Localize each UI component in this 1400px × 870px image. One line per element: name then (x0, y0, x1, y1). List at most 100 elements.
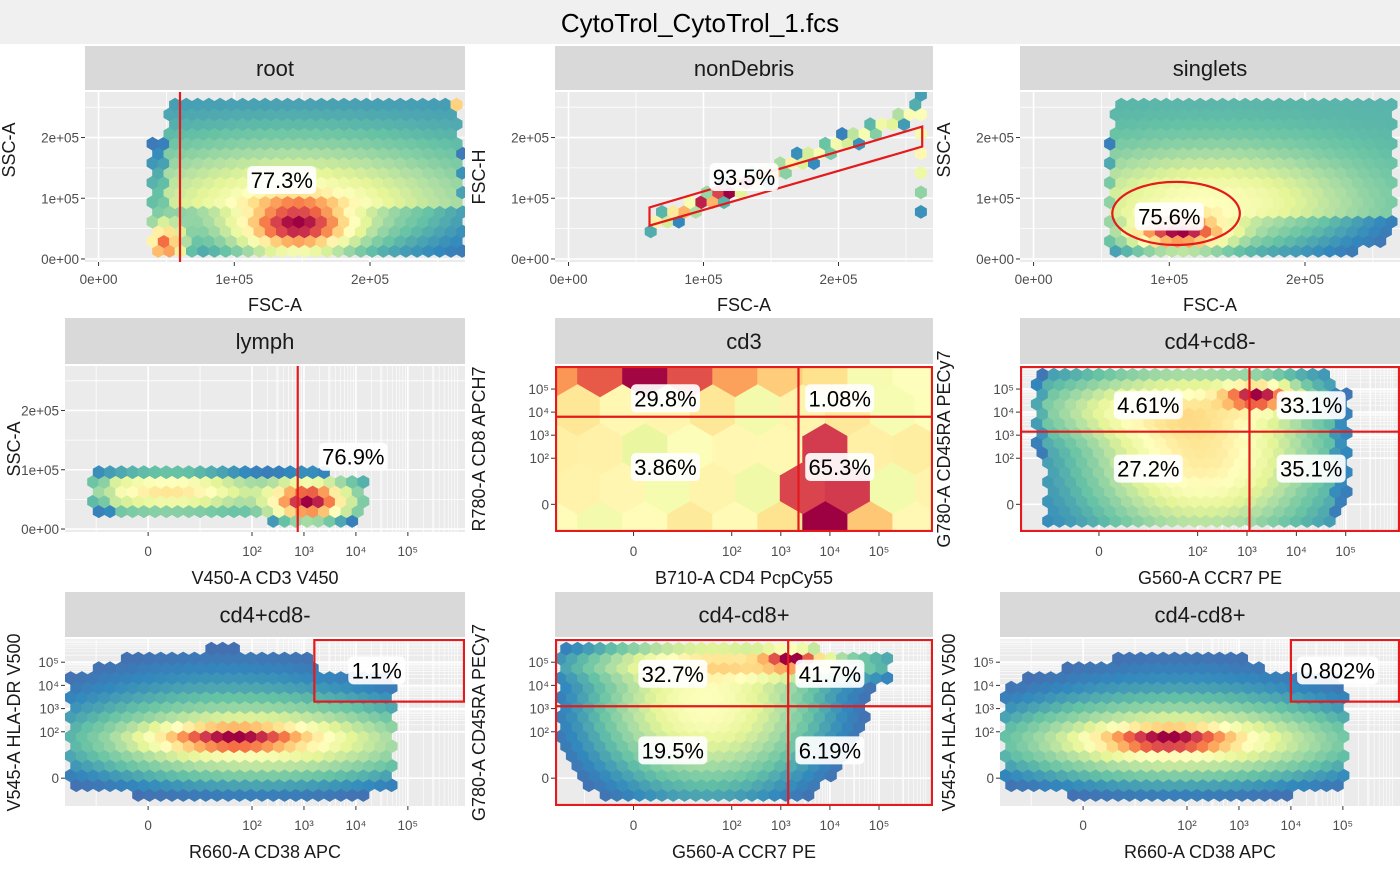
density-bin (1112, 671, 1125, 685)
x-tick-label: 10⁴ (819, 544, 840, 559)
density-bin (1117, 739, 1130, 754)
density-bin (1123, 729, 1136, 744)
density-bin (309, 107, 322, 122)
strip-label: cd4+cd8- (1164, 329, 1255, 354)
density-bin (211, 494, 223, 509)
density-bin (323, 494, 336, 509)
density-bin (1149, 136, 1162, 151)
density-bin (706, 778, 719, 793)
density-bin (1109, 146, 1122, 161)
density-bin (1115, 426, 1128, 441)
density-bin (1301, 127, 1314, 141)
density-bin (650, 641, 663, 656)
density-bin (343, 127, 356, 141)
density-bin (270, 136, 283, 151)
density-bin (1261, 367, 1274, 382)
density-bin (292, 234, 305, 249)
density-bin (1064, 377, 1077, 392)
density-bin (1109, 494, 1122, 509)
y-tick-label: 0e+00 (976, 252, 1014, 267)
density-bin (132, 749, 145, 763)
density-bin (796, 719, 809, 734)
density-bin (571, 758, 584, 773)
density-bin (1256, 107, 1268, 122)
density-bin (1188, 377, 1201, 392)
density-bin (1269, 710, 1282, 724)
density-bin (197, 205, 210, 219)
density-bin (1121, 416, 1133, 431)
density-bin (1095, 680, 1108, 695)
density-bin (309, 146, 322, 161)
density-bin (774, 661, 787, 676)
density-bin (1306, 97, 1319, 112)
density-bin (1334, 436, 1347, 450)
density-bin (1289, 127, 1302, 141)
density-bin (75, 671, 88, 685)
density-bin (1081, 426, 1094, 441)
density-bin (1329, 426, 1342, 441)
density-bin (1258, 710, 1271, 724)
density-bin (104, 661, 116, 676)
density-bin (1250, 117, 1263, 132)
density-bin (1211, 244, 1223, 258)
density-bin (594, 739, 606, 754)
density-bin (428, 214, 440, 229)
density-bin (242, 224, 255, 239)
density-bin (278, 494, 291, 509)
density-bin (98, 768, 111, 783)
density-bin (1323, 514, 1336, 528)
density-bin (1334, 205, 1347, 219)
label-text: 35.1% (1280, 457, 1342, 482)
density-bin (186, 205, 198, 219)
density-bin (1185, 680, 1198, 695)
density-bin (92, 484, 105, 499)
density-bin (295, 758, 308, 773)
density-bin (1149, 504, 1162, 519)
density-bin (1205, 406, 1218, 421)
density-bin (1061, 700, 1074, 715)
density-bin (1351, 117, 1364, 132)
gate (555, 639, 933, 806)
x-axis-label: FSC-A (717, 295, 771, 315)
density-bin (267, 768, 280, 783)
density-bin (1250, 136, 1263, 151)
density-bin (205, 739, 218, 754)
density-bin (199, 651, 212, 666)
density-bin (1134, 651, 1147, 666)
density-bin (768, 788, 781, 802)
density-bin (1222, 205, 1235, 219)
density-bin (1182, 387, 1195, 402)
density-bin (70, 680, 83, 695)
density-bin (1312, 377, 1325, 392)
density-bin (577, 366, 623, 398)
density-bin (416, 156, 429, 171)
density-bin (388, 127, 401, 141)
density-bin (1115, 504, 1128, 519)
density-bin (734, 383, 781, 437)
density-bin (222, 749, 235, 763)
panel-6: cd4+cd8-4.61% 33.1%27.2% 35.1%0 10² 10³ 10⁴ 10… (934, 318, 1400, 588)
density-bin (1247, 729, 1260, 744)
density-bin (75, 729, 88, 744)
x-tick-label: 10³ (1229, 818, 1249, 833)
density-bin (734, 671, 747, 685)
density-bin (1253, 719, 1265, 734)
density-bin (1236, 710, 1248, 724)
density-bin (1256, 146, 1268, 161)
density-bin (1258, 749, 1271, 763)
density-bin (695, 195, 708, 210)
density-bin (163, 244, 176, 258)
density-bin (281, 97, 294, 112)
density-bin (422, 244, 435, 258)
density-bin (351, 739, 364, 754)
density-bin (1273, 426, 1285, 441)
y-axis-label: R780-A CD8 APCH7 (469, 366, 489, 531)
density-bin (199, 749, 212, 763)
density-bin (231, 224, 243, 239)
density-bin (137, 504, 150, 519)
density-bin (216, 465, 229, 480)
density-bin (1143, 185, 1156, 200)
